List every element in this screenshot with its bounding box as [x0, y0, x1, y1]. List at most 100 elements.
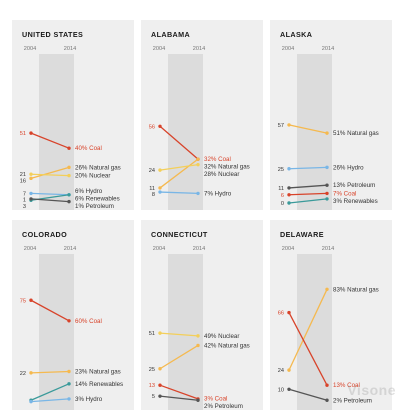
series-line-petroleum	[288, 184, 328, 189]
point-coal-2014	[67, 146, 71, 150]
point-hydro-2014	[67, 397, 71, 401]
series-label-petroleum: 13% Petroleum	[333, 182, 375, 189]
point-coal-2014	[325, 191, 329, 196]
series-label-petroleum: 2% Petroleum	[204, 403, 243, 410]
series-label-coal: 7% Coal	[333, 190, 356, 197]
series-label-hydro: 3% Hydro	[75, 396, 103, 403]
period-band	[168, 254, 203, 410]
point-renewables-2014	[67, 193, 71, 197]
point-coal-2004	[287, 193, 291, 197]
left-value-label: 51	[20, 131, 26, 137]
point-nuclear-2014	[196, 162, 200, 167]
year-label-2014: 2014	[193, 246, 205, 252]
left-value-label: 16	[20, 178, 26, 184]
point-hydro-2004	[29, 399, 33, 404]
series-line-hydro	[159, 191, 199, 195]
point-natural-gas-2014	[325, 131, 329, 135]
series-line-petroleum	[30, 198, 70, 203]
point-hydro-2004	[158, 190, 162, 194]
series-label-petroleum: 1% Petroleum	[75, 203, 114, 210]
chart-panel-united-states: UNITED STATES 2004 2014 51 21 16 7 1 3 40% Coal 26…	[12, 20, 134, 210]
series-label-nuclear: 49% Nuclear	[204, 333, 239, 340]
point-coal-2004	[158, 124, 162, 128]
series-label-coal: 32% Coal	[204, 156, 231, 163]
left-value-label: 8	[152, 192, 155, 198]
year-label-2004: 2004	[282, 246, 294, 252]
series-label-natural-gas: 26% Natural gas	[75, 164, 121, 171]
series-label-natural-gas: 51% Natural gas	[333, 130, 379, 137]
left-value-label: 56	[149, 124, 155, 130]
year-label-2004: 2004	[153, 246, 165, 252]
point-petroleum-2004	[287, 387, 291, 391]
point-coal-2004	[287, 310, 291, 315]
chart-panel-colorado: COLORADO 2004 2014 75 22 60% Coal 23% Natural …	[12, 220, 134, 410]
point-nuclear-2014	[67, 173, 71, 178]
left-value-label: 3	[23, 204, 26, 210]
point-nuclear-2004	[158, 331, 162, 335]
point-natural-gas-2004	[287, 123, 291, 127]
period-band	[168, 54, 203, 210]
series-line-coal	[159, 125, 199, 160]
point-nuclear-2014	[196, 334, 200, 338]
year-label-2014: 2014	[193, 46, 205, 52]
left-value-label: 57	[278, 123, 284, 129]
series-line-hydro	[30, 192, 70, 196]
left-value-label: 21	[20, 172, 26, 178]
point-natural-gas-2004	[158, 367, 162, 371]
left-value-label: 22	[20, 371, 26, 377]
point-natural-gas-2014	[196, 343, 200, 348]
left-value-label: 10	[278, 387, 284, 393]
series-label-coal: 60% Coal	[75, 318, 102, 325]
series-label-nuclear: 20% Nuclear	[75, 173, 110, 180]
point-hydro-2004	[29, 191, 33, 196]
left-value-label: 51	[149, 331, 155, 337]
point-natural-gas-2014	[196, 157, 200, 161]
watermark: Visone	[347, 382, 396, 398]
chart-title: UNITED STATES	[22, 30, 84, 39]
left-value-label: 7	[23, 191, 26, 197]
left-value-label: 13	[149, 383, 155, 389]
series-label-renewables: 14% Renewables	[75, 381, 123, 388]
year-label-2014: 2014	[64, 246, 76, 252]
series-label-hydro: 7% Hydro	[204, 190, 232, 197]
point-coal-2004	[29, 131, 33, 135]
point-nuclear-2004	[158, 168, 162, 172]
chart-svg-colorado: 2004 2014 75 22 60% Coal 23% Natural gas 14% R…	[20, 246, 123, 410]
point-petroleum-2004	[29, 197, 33, 201]
series-line-natural-gas	[30, 370, 70, 374]
point-petroleum-2004	[158, 394, 162, 398]
series-line-hydro	[288, 166, 328, 170]
point-natural-gas-2004	[287, 368, 291, 372]
left-value-label: 11	[278, 186, 284, 192]
point-petroleum-2014	[325, 398, 329, 402]
series-label-natural-gas: 83% Natural gas	[333, 286, 379, 293]
year-label-2004: 2004	[282, 46, 294, 52]
left-value-label: 24	[278, 368, 284, 374]
series-line-natural-gas	[30, 166, 70, 179]
chart-svg-delaware: 2004 2014 66 24 10 83% Natural gas 13% Coal 2% …	[278, 246, 379, 410]
point-coal-2014	[67, 319, 71, 323]
point-natural-gas-2004	[158, 186, 162, 190]
series-line-natural-gas	[159, 158, 199, 189]
point-natural-gas-2014	[67, 165, 71, 170]
left-value-label: 25	[278, 167, 284, 173]
left-value-label: 25	[149, 367, 155, 373]
point-coal-2004	[158, 383, 162, 387]
point-hydro-2014	[196, 191, 200, 196]
left-value-label: 5	[152, 394, 155, 400]
series-label-natural-gas: 42% Natural gas	[204, 342, 250, 349]
series-label-coal: 40% Coal	[75, 145, 102, 152]
chart-panel-alaska: ALASKA 2004 2014 57 25 11 6 0 51% Natural gas 26%…	[270, 20, 392, 210]
series-line-coal	[30, 299, 70, 322]
chart-svg-connecticut: 2004 2014 51 25 13 5 49% Nuclear 42% Natural ga…	[149, 246, 250, 410]
series-label-renewables: 3% Renewables	[333, 198, 378, 205]
chart-title: DELAWARE	[280, 230, 324, 239]
series-label-natural-gas: 23% Natural gas	[75, 368, 121, 375]
series-line-renewables	[30, 383, 70, 401]
series-line-natural-gas	[159, 344, 199, 370]
point-renewables-2004	[287, 201, 291, 205]
series-label-natural-gas: 32% Natural gas	[204, 164, 250, 171]
left-value-label: 1	[23, 198, 26, 204]
